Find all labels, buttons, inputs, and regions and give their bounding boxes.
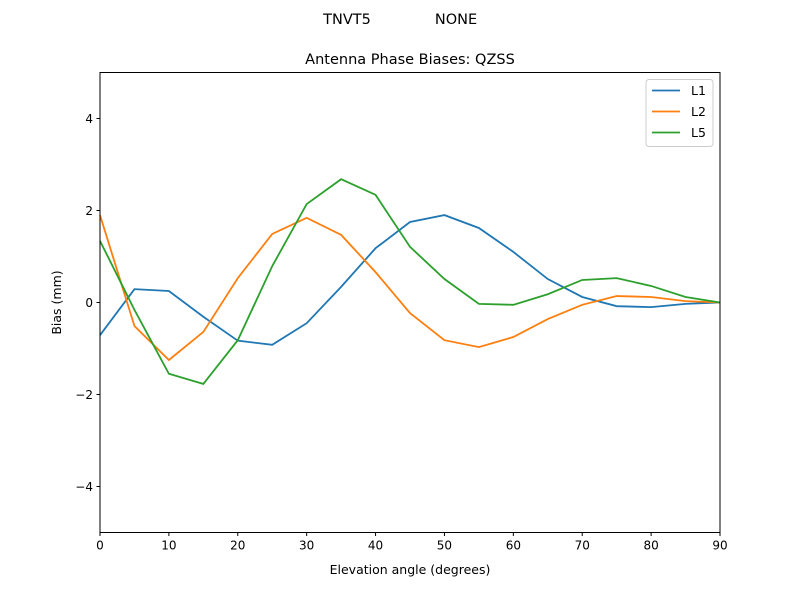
suptitle-station: TNVT5 xyxy=(322,12,371,28)
suptitle-radome: NONE xyxy=(435,12,477,28)
legend-label: L2 xyxy=(691,104,706,119)
legend-label: L5 xyxy=(691,125,706,140)
x-tick-label: 30 xyxy=(299,539,314,553)
series-line-l1 xyxy=(99,214,721,346)
x-tick-label: 80 xyxy=(643,539,658,553)
y-axis-label: Bias (mm) xyxy=(49,270,64,334)
series-line-l2 xyxy=(99,214,721,362)
chart-title: Antenna Phase Biases: QZSS xyxy=(305,52,515,68)
x-tick-label: 40 xyxy=(368,539,383,553)
series-line-l5 xyxy=(99,178,721,385)
x-tick-label: 50 xyxy=(437,539,452,553)
y-tick-label: 2 xyxy=(85,204,93,218)
y-tick-label: −2 xyxy=(75,388,93,402)
x-tick-label: 90 xyxy=(712,539,727,553)
x-tick-label: 10 xyxy=(161,539,176,553)
x-tick-label: 20 xyxy=(230,539,245,553)
y-tick-label: 0 xyxy=(85,296,93,310)
x-axis-label: Elevation angle (degrees) xyxy=(330,562,491,577)
x-tick-label: 70 xyxy=(575,539,590,553)
y-tick-label: −4 xyxy=(75,480,93,494)
legend: L1 L2 L5 xyxy=(645,79,714,147)
x-tick-label: 60 xyxy=(506,539,521,553)
plot-frame xyxy=(99,72,721,533)
legend-box xyxy=(645,79,714,147)
y-tick-label: 4 xyxy=(85,112,93,126)
legend-label: L1 xyxy=(691,83,706,98)
x-tick-label: 0 xyxy=(96,539,104,553)
